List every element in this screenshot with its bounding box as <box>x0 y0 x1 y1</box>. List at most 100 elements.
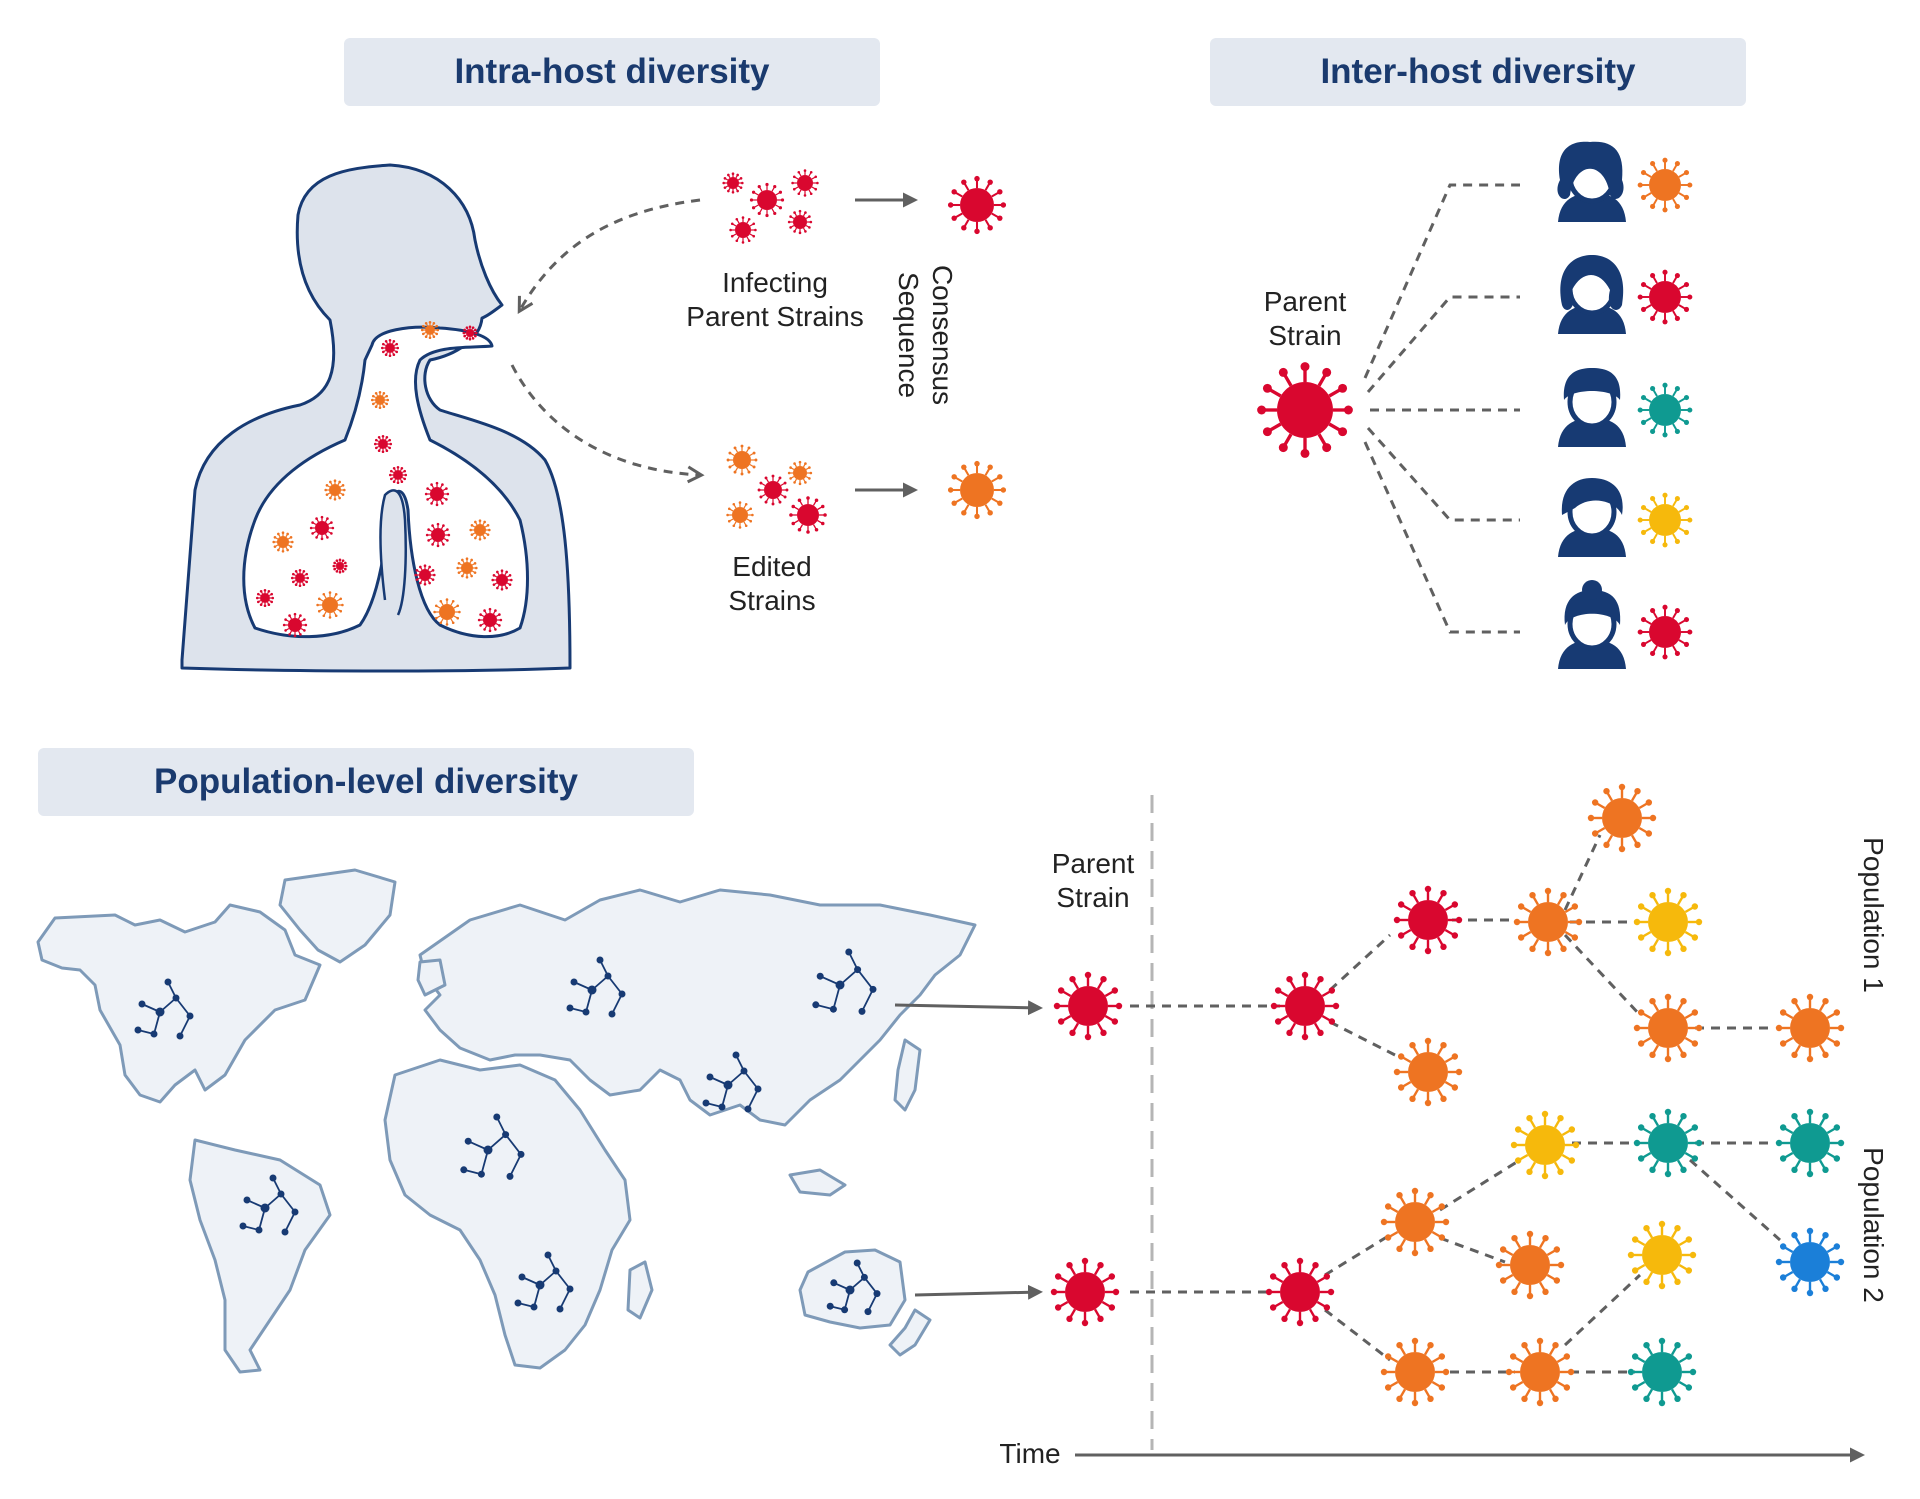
inter-parent-label: Parent Strain <box>1240 285 1370 353</box>
phylogeny-network-icon <box>460 1113 525 1180</box>
respiratory-virus-icon <box>388 465 408 485</box>
indonesia-island <box>788 1168 847 1197</box>
infecting-strain-virus-icon <box>749 182 785 218</box>
phylogeny-virus-icon <box>1513 887 1583 957</box>
respiratory-virus-icon <box>477 607 503 633</box>
pop2-branch-d <box>1439 1236 1506 1264</box>
inter-host-variant-virus-icon <box>1637 382 1693 438</box>
phylogeny-virus-icon <box>1587 783 1657 853</box>
inter-host-title: Inter-host diversity <box>1210 38 1746 106</box>
phylogeny-virus-icon <box>1775 993 1845 1063</box>
map-phylogeny-networks <box>134 948 881 1316</box>
population-title-text: Population-level diversity <box>154 762 578 801</box>
pop2-branch-b <box>1324 1308 1391 1362</box>
population-title: Population-level diversity <box>38 748 694 816</box>
edited-label-line2: Strains <box>728 585 816 616</box>
phylogeny-virus-icon <box>1265 1257 1335 1327</box>
phylogeny-virus-icon <box>1270 971 1340 1041</box>
person-icon <box>1558 368 1626 447</box>
pop-parent-label: Parent Strain <box>1028 847 1158 915</box>
respiratory-virus-icon <box>373 434 393 454</box>
africa <box>383 1058 632 1370</box>
respiratory-virus-icon <box>456 557 478 579</box>
japan <box>893 1038 922 1112</box>
infecting-strain-virus-icon <box>791 169 819 197</box>
time-label: Time <box>990 1437 1070 1471</box>
inter-parent-label-line2: Strain <box>1268 320 1342 351</box>
strain-clusters <box>722 169 1007 534</box>
new-zealand <box>888 1308 932 1357</box>
inter-host-variant-virus-icon <box>1637 269 1693 325</box>
inter-host-tree <box>1257 141 1693 669</box>
human-respiratory-tract <box>180 163 572 673</box>
intra-host-title: Intra-host diversity <box>344 38 880 106</box>
lung-cleft <box>379 489 407 616</box>
inter-host-title-text: Inter-host diversity <box>1320 52 1636 91</box>
inter-host-branch-2 <box>1366 295 1520 393</box>
phylogeny-virus-icon <box>1633 993 1703 1063</box>
respiratory-virus-icon <box>316 591 344 619</box>
phylogeny-virus-icon <box>1380 1337 1450 1407</box>
phylogeny-virus-icon <box>1505 1337 1575 1407</box>
edited-strain-virus-icon <box>789 496 827 534</box>
phylogeny-network-icon <box>826 1259 881 1316</box>
arrow-map-to-population-1 <box>894 1000 1043 1016</box>
phylogeny-network-icon <box>702 1051 762 1113</box>
pop2-branch-g <box>1689 1158 1781 1242</box>
pop1-branch-d <box>1563 834 1602 911</box>
population-1-text: Population 1 <box>1858 837 1889 993</box>
inter-host-branch-5 <box>1363 441 1520 634</box>
infecting-label-line2: Parent Strains <box>686 301 864 332</box>
phylogeny-virus-icon <box>1050 1257 1120 1327</box>
pop1-branch-a <box>1328 933 1392 992</box>
phylogeny-virus-icon <box>1053 971 1123 1041</box>
consensus-virus-top-icon <box>947 175 1007 235</box>
airway-trachea-lungs <box>242 325 529 639</box>
inter-host-parent-virus-icon <box>1257 362 1353 458</box>
phylogeny-virus-icon <box>1633 1108 1703 1178</box>
respiratory-virus-icon <box>370 390 390 410</box>
north-america <box>36 903 322 1104</box>
respiratory-virus-icon <box>462 325 478 341</box>
consensus-label-line2: Sequence <box>893 271 924 399</box>
consensus-label-line1: Consensus <box>927 264 958 406</box>
pop-parent-label-line2: Strain <box>1056 882 1130 913</box>
inter-host-variant-virus-icon <box>1637 604 1693 660</box>
phylogeny-virus-icon <box>1633 887 1703 957</box>
respiratory-virus-icon <box>332 558 348 574</box>
infecting-label: Infecting Parent Strains <box>640 266 910 334</box>
infecting-label-line1: Infecting <box>722 267 828 298</box>
arrow-map-to-population-2 <box>914 1284 1043 1300</box>
respiratory-virus-icon <box>491 569 513 591</box>
phylogeny-network-icon <box>812 948 877 1015</box>
edited-label: Edited Strains <box>672 550 872 618</box>
phylogeny-virus-icon <box>1393 1037 1463 1107</box>
respiratory-virus-icon <box>290 568 310 588</box>
population-1-label: Population 1 <box>1856 837 1890 993</box>
respiratory-virus-icon <box>424 481 450 507</box>
time-label-text: Time <box>999 1438 1061 1469</box>
world-map <box>36 868 977 1374</box>
person-icon <box>1557 141 1626 222</box>
respiratory-virus-icon <box>309 515 335 541</box>
phylogeny-network-icon <box>239 1174 299 1236</box>
pop2-branch-a <box>1324 1233 1391 1277</box>
edited-strain-virus-icon <box>757 474 789 506</box>
person-icon <box>1558 255 1626 334</box>
person-icon <box>1558 580 1626 669</box>
phylogeny-network-icon <box>514 1251 574 1313</box>
respiratory-virus-icon <box>282 612 308 638</box>
phylogeny-virus-icon <box>1775 1108 1845 1178</box>
inter-parent-label-line1: Parent <box>1263 286 1347 317</box>
phylogeny-virus-icon <box>1627 1220 1697 1290</box>
population-2-text: Population 2 <box>1858 1147 1889 1303</box>
consensus-virus-bottom-icon <box>947 460 1007 520</box>
phylogeny-network-icon <box>134 978 194 1040</box>
phylogeny-virus-icon <box>1775 1227 1845 1297</box>
pop-parent-label-line1: Parent <box>1051 848 1135 879</box>
british-isles <box>416 958 447 997</box>
infecting-strain-virus-icon <box>787 209 813 235</box>
curved-arrow-to-edited <box>510 364 700 475</box>
respiratory-virus-icon <box>380 338 400 358</box>
